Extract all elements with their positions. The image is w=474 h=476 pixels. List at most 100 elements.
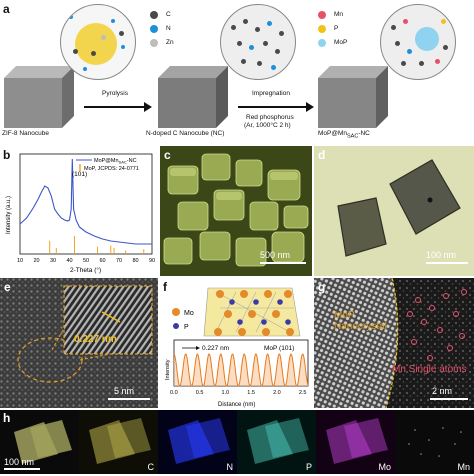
eds-label-mo: Mo <box>378 462 391 472</box>
profile-spacing-label: 0.227 nm <box>202 345 229 352</box>
panel-a-label: a <box>3 2 10 16</box>
tem-scale-text: 100 nm <box>426 250 457 260</box>
xrd-xtick-label: 90 <box>149 258 155 264</box>
haadf-scale-bar <box>430 398 468 400</box>
profile-xtick-label: 1.0 <box>222 390 230 396</box>
eds-scale-bar <box>4 468 40 470</box>
mop-crystal-structure: Mo P <box>172 287 301 337</box>
profile-ylabel: Intensity <box>165 359 171 380</box>
xrd-xlabel: 2-Theta (°) <box>70 266 101 274</box>
eds-label-n: N <box>226 462 234 472</box>
panel-g-label: g <box>318 280 326 294</box>
eds-label-mn: Mn <box>457 462 470 472</box>
legend-c-dot <box>150 11 158 19</box>
xrd-xtick-label: 60 <box>100 258 106 264</box>
profile-plane-label: MoP (101) <box>264 345 294 352</box>
panel-f-label: f <box>163 280 167 294</box>
legend-p-label: P <box>334 25 339 32</box>
legend-p-dot <box>318 25 326 33</box>
legend-p-dot-f <box>173 323 179 329</box>
nc-zoom-bubble <box>220 4 296 80</box>
panel-c-label: c <box>164 148 171 162</box>
legend-zn-dot <box>150 39 158 47</box>
profile-xtick-label: 1.5 <box>247 390 255 396</box>
impregnation-arrow <box>238 102 314 112</box>
xrd-legend-2: MoP, JCPDS: 24-0771 <box>84 166 139 172</box>
panel-h-label: h <box>3 411 11 425</box>
hrtem-scale-bar <box>108 398 150 400</box>
eds-label-c: C <box>147 462 155 472</box>
panel-d: d 100 nm <box>314 146 474 276</box>
legend-p-label-f: P <box>184 324 189 331</box>
mop-mnsac-nc-label: MoP@MnSAC-NC <box>318 130 370 140</box>
nc-cube <box>158 66 228 128</box>
legend-mop-dot <box>318 39 326 47</box>
mop-nanocrystal-label: MoP Nanocrystal <box>334 310 387 332</box>
sem-scale-bar <box>260 262 306 264</box>
tem-cubes-image <box>314 146 474 276</box>
sem-cubes-image <box>160 146 312 276</box>
eds-scale-text: 100 nm <box>4 457 35 467</box>
intensity-profile-chart: 0.227 nm MoP (101) Intensity 0.0 0.5 1.0 1.… <box>165 339 309 408</box>
xrd-xtick-label: 20 <box>34 258 40 264</box>
xrd-xtick-label: 70 <box>116 258 122 264</box>
hrtem-scale-text: 5 nm <box>114 386 135 396</box>
profile-xtick-label: 2.0 <box>273 390 281 396</box>
legend-n-label: N <box>166 25 171 32</box>
haadf-image <box>314 278 474 408</box>
legend-mn-label: Mn <box>334 11 344 18</box>
xrd-chart: 10 20 30 40 50 60 70 80 90 Intensity (a.u.) 2-Th… <box>6 153 155 274</box>
impregnation-label: Impregnation <box>252 90 290 97</box>
mop-mnsac-nc-cube <box>318 66 388 128</box>
eds-map-mn: Mn <box>395 410 474 474</box>
legend-mop-label: MoP <box>334 39 348 46</box>
mn-single-atoms-label: Mn Single atoms <box>392 364 467 375</box>
haadf-scale-text: 2 nm <box>432 386 453 396</box>
zif8-label: ZIF-8 Nanocube <box>2 130 49 137</box>
profile-line <box>173 353 309 387</box>
zif8-zoom-bubble <box>60 4 136 80</box>
legend-mn-dot <box>318 11 326 19</box>
mop-zoom-bubble <box>380 4 456 80</box>
eds-map-n: N <box>158 410 237 474</box>
xrd-peak-label: (101) <box>72 171 87 178</box>
legend-c-label: C <box>166 11 171 18</box>
panel-a: a ZIF-8 Nanocube C N Zn Pyrolysis <box>0 0 474 144</box>
eds-label-p: P <box>305 462 312 472</box>
profile-xtick-label: 0.0 <box>170 390 178 396</box>
panel-c: c 500 nm <box>160 146 312 276</box>
xrd-xtick-label: 50 <box>83 258 89 264</box>
profile-xlabel: Distance (nm) <box>218 402 255 408</box>
xrd-xtick-label: 40 <box>67 258 73 264</box>
condition-label: (Ar, 1000°C 2 h) <box>244 122 291 129</box>
eds-map-overlay: h 100 nm <box>0 410 79 474</box>
panel-g: g MoP Nanocrystal Mn Single atoms 2 nm <box>314 278 474 408</box>
panel-f: f Mo P 0.227 nm MoP (101) Intensity 0.0 0… <box>160 278 312 408</box>
xrd-legend-1: MoP@MnSAC-NC <box>94 158 137 165</box>
red-phosphorus-label: Red phosphorus <box>246 114 294 121</box>
panel-b: b 10 20 30 40 50 60 70 80 90 Intensity (a.u.) 2-… <box>0 146 158 276</box>
xrd-series-line <box>19 158 152 245</box>
sem-scale-text: 500 nm <box>260 250 291 260</box>
pyrolysis-label: Pyrolysis <box>102 90 129 97</box>
legend-zn-label: Zn <box>166 39 174 46</box>
nc-label: N-doped C Nanocube (NC) <box>146 130 225 137</box>
hrtem-image <box>0 278 158 408</box>
xrd-xtick-label: 80 <box>133 258 139 264</box>
pyrolysis-arrow <box>84 102 152 112</box>
xrd-plot-frame <box>19 153 153 255</box>
profile-xtick-label: 0.5 <box>196 390 204 396</box>
zif8-cube <box>4 66 74 128</box>
legend-mo-dot <box>172 308 180 316</box>
legend-mo-label: Mo <box>184 310 194 317</box>
panel-e: e 0.227 nm 5 nm <box>0 278 158 408</box>
tem-scale-bar <box>426 262 468 264</box>
panel-d-label: d <box>318 148 326 162</box>
panel-e-label: e <box>4 280 11 294</box>
eds-map-mo: Mo <box>316 410 395 474</box>
xrd-xtick-label: 10 <box>17 258 23 264</box>
xrd-ylabel: Intensity (a.u.) <box>6 196 12 234</box>
eds-map-p: P <box>237 410 316 474</box>
profile-xtick-label: 2.5 <box>299 390 307 396</box>
lattice-spacing-label: 0.227 nm <box>74 334 117 345</box>
